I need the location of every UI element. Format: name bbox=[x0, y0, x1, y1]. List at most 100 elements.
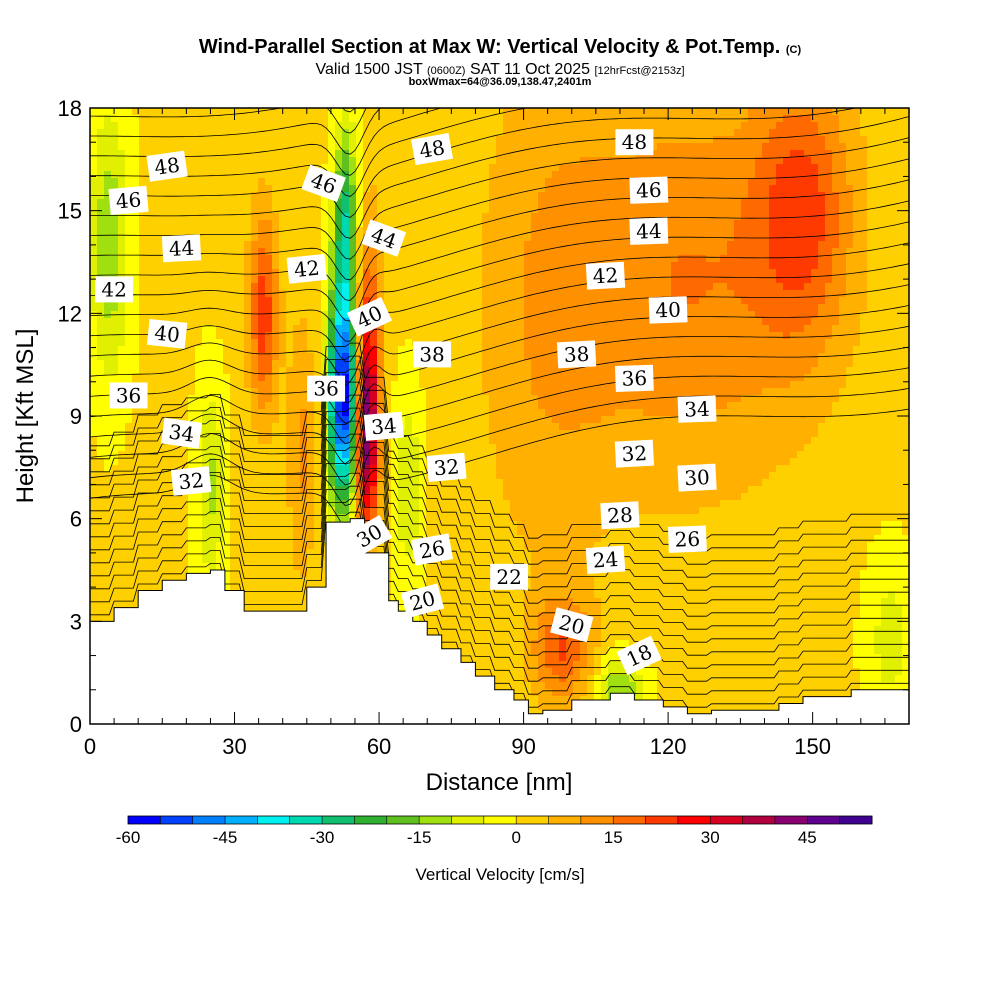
w-cell bbox=[188, 171, 196, 179]
w-cell bbox=[524, 136, 532, 144]
w-cell bbox=[265, 325, 273, 333]
w-cell bbox=[90, 304, 98, 312]
w-cell bbox=[440, 213, 448, 221]
w-cell bbox=[181, 115, 189, 123]
w-cell bbox=[265, 381, 273, 389]
w-cell bbox=[342, 388, 350, 396]
w-cell bbox=[615, 395, 623, 403]
w-cell bbox=[825, 297, 833, 305]
w-cell bbox=[762, 381, 770, 389]
w-cell bbox=[111, 332, 119, 340]
w-cell bbox=[762, 276, 770, 284]
w-cell bbox=[125, 374, 133, 382]
w-cell bbox=[118, 136, 126, 144]
w-cell bbox=[797, 360, 805, 368]
w-cell bbox=[846, 157, 854, 165]
w-cell bbox=[272, 332, 280, 340]
w-cell bbox=[461, 290, 469, 298]
w-cell bbox=[97, 241, 105, 249]
w-cell bbox=[461, 178, 469, 186]
w-cell bbox=[860, 276, 868, 284]
w-cell bbox=[342, 367, 350, 375]
w-cell bbox=[223, 367, 231, 375]
w-cell bbox=[489, 339, 497, 347]
w-cell bbox=[671, 115, 679, 123]
w-cell bbox=[181, 108, 189, 116]
w-cell bbox=[181, 143, 189, 151]
w-cell bbox=[489, 269, 497, 277]
w-cell bbox=[846, 262, 854, 270]
w-cell bbox=[846, 360, 854, 368]
w-cell bbox=[531, 185, 539, 193]
w-cell bbox=[804, 346, 812, 354]
w-cell bbox=[167, 381, 175, 389]
w-cell bbox=[384, 395, 392, 403]
w-cell bbox=[433, 367, 441, 375]
w-cell bbox=[125, 269, 133, 277]
w-cell bbox=[727, 388, 735, 396]
w-cell bbox=[650, 332, 658, 340]
w-cell bbox=[160, 206, 168, 214]
w-cell bbox=[314, 367, 322, 375]
w-cell bbox=[461, 311, 469, 319]
w-cell bbox=[902, 374, 909, 382]
w-cell bbox=[587, 115, 595, 123]
w-cell bbox=[335, 318, 343, 326]
w-cell bbox=[496, 269, 504, 277]
w-cell bbox=[188, 150, 196, 158]
w-cell bbox=[104, 206, 112, 214]
w-cell bbox=[867, 381, 875, 389]
w-cell bbox=[587, 192, 595, 200]
w-cell bbox=[832, 178, 840, 186]
w-cell bbox=[251, 311, 259, 319]
w-cell bbox=[804, 304, 812, 312]
w-cell bbox=[874, 395, 882, 403]
w-cell bbox=[692, 255, 700, 263]
w-cell bbox=[489, 234, 497, 242]
w-cell bbox=[461, 346, 469, 354]
w-cell bbox=[454, 311, 462, 319]
w-cell bbox=[720, 192, 728, 200]
w-cell bbox=[566, 374, 574, 382]
w-cell bbox=[601, 171, 609, 179]
w-cell bbox=[202, 255, 210, 263]
w-cell bbox=[734, 304, 742, 312]
w-cell bbox=[671, 374, 679, 382]
w-cell bbox=[853, 346, 861, 354]
w-cell bbox=[104, 227, 112, 235]
w-cell bbox=[713, 255, 721, 263]
w-cell bbox=[615, 290, 623, 298]
w-cell bbox=[776, 136, 784, 144]
w-cell bbox=[678, 213, 686, 221]
w-cell bbox=[139, 304, 147, 312]
w-cell bbox=[118, 255, 126, 263]
w-cell bbox=[335, 164, 343, 172]
w-cell bbox=[720, 157, 728, 165]
w-cell bbox=[482, 220, 490, 228]
w-cell bbox=[223, 255, 231, 263]
w-cell bbox=[713, 213, 721, 221]
w-cell bbox=[216, 318, 224, 326]
w-cell bbox=[132, 374, 140, 382]
w-cell bbox=[279, 304, 287, 312]
w-cell bbox=[601, 311, 609, 319]
w-cell bbox=[202, 122, 210, 130]
w-cell bbox=[699, 318, 707, 326]
w-cell bbox=[209, 262, 217, 270]
w-cell bbox=[615, 234, 623, 242]
w-cell bbox=[237, 199, 245, 207]
w-cell bbox=[881, 290, 889, 298]
w-cell bbox=[608, 143, 616, 151]
w-cell bbox=[832, 325, 840, 333]
w-cell bbox=[825, 290, 833, 298]
w-cell bbox=[902, 360, 909, 368]
w-cell bbox=[160, 178, 168, 186]
w-cell bbox=[118, 150, 126, 158]
w-cell bbox=[489, 346, 497, 354]
w-cell bbox=[251, 318, 259, 326]
w-cell bbox=[615, 241, 623, 249]
w-cell bbox=[356, 164, 364, 172]
w-cell bbox=[265, 311, 273, 319]
w-cell bbox=[762, 318, 770, 326]
w-cell bbox=[874, 367, 882, 375]
